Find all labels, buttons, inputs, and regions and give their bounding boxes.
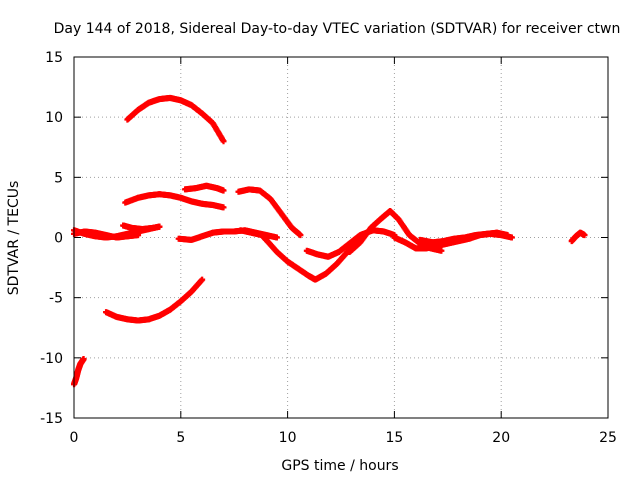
- series-arc-1: [71, 356, 87, 388]
- data-point: [135, 232, 142, 239]
- grid: [74, 57, 608, 418]
- data-point: [199, 276, 206, 283]
- data-point: [220, 187, 227, 194]
- data-point: [504, 232, 511, 239]
- series-arc-5: [124, 94, 227, 145]
- chart-title: Day 144 of 2018, Sidereal Day-to-day VTE…: [54, 21, 621, 37]
- series-arc-7: [103, 276, 206, 324]
- data-point: [220, 138, 227, 145]
- x-tick-label: 15: [385, 430, 403, 446]
- data-point: [581, 232, 588, 239]
- y-tick-label: -10: [40, 351, 63, 367]
- x-tick-label: 5: [176, 430, 185, 446]
- y-axis-label: SDTVAR / TECUs: [6, 181, 22, 296]
- series-arc-6: [122, 191, 227, 211]
- data-point: [220, 204, 227, 211]
- data-point: [438, 247, 445, 254]
- x-tick-label: 25: [599, 430, 617, 446]
- data-point: [80, 356, 87, 363]
- series-arc-10: [235, 186, 304, 239]
- y-axis-ticks: -15 -10 -5 0 5 10 15: [40, 50, 608, 427]
- data-point: [273, 234, 280, 241]
- y-tick-label: -15: [40, 411, 63, 427]
- series-arc-3: [71, 228, 142, 241]
- data-point: [297, 232, 304, 239]
- data-point: [156, 223, 163, 230]
- x-axis-ticks: 0 5 10 15 20 25: [70, 57, 617, 446]
- y-tick-label: 15: [45, 50, 63, 66]
- x-tick-label: 20: [492, 430, 510, 446]
- x-axis-label: GPS time / hours: [281, 458, 398, 474]
- series-arc-4: [120, 222, 163, 233]
- y-tick-label: 10: [45, 110, 63, 126]
- data-point: [508, 234, 515, 241]
- y-tick-label: 5: [54, 170, 63, 186]
- x-tick-label: 10: [279, 430, 297, 446]
- x-tick-label: 0: [70, 430, 79, 446]
- y-tick-label: -5: [49, 291, 63, 307]
- series-arc-15: [417, 229, 511, 246]
- y-tick-label: 0: [54, 231, 63, 247]
- series-arc-16: [568, 229, 588, 245]
- data-markers: [71, 94, 588, 388]
- series-arc-8: [182, 182, 227, 194]
- series-arc-13: [346, 208, 445, 255]
